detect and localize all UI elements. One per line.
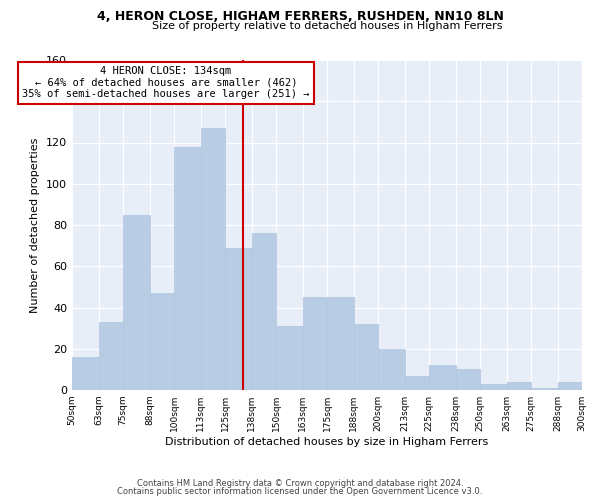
Text: Contains HM Land Registry data © Crown copyright and database right 2024.: Contains HM Land Registry data © Crown c… <box>137 478 463 488</box>
Bar <box>506 382 531 390</box>
Text: Contains public sector information licensed under the Open Government Licence v3: Contains public sector information licen… <box>118 487 482 496</box>
Bar <box>72 357 98 390</box>
Bar <box>149 293 174 390</box>
Bar <box>225 248 251 390</box>
Bar <box>378 349 404 390</box>
X-axis label: Distribution of detached houses by size in Higham Ferrers: Distribution of detached houses by size … <box>166 437 488 447</box>
Bar <box>302 297 327 390</box>
Bar <box>353 324 378 390</box>
Bar <box>174 146 200 390</box>
Bar <box>276 326 302 390</box>
Bar <box>200 128 225 390</box>
Bar <box>480 384 506 390</box>
Title: Size of property relative to detached houses in Higham Ferrers: Size of property relative to detached ho… <box>152 22 502 32</box>
Bar <box>98 322 123 390</box>
Bar <box>455 370 480 390</box>
Bar <box>123 214 149 390</box>
Text: 4, HERON CLOSE, HIGHAM FERRERS, RUSHDEN, NN10 8LN: 4, HERON CLOSE, HIGHAM FERRERS, RUSHDEN,… <box>97 10 503 23</box>
Bar <box>404 376 429 390</box>
Text: 4 HERON CLOSE: 134sqm
← 64% of detached houses are smaller (462)
35% of semi-det: 4 HERON CLOSE: 134sqm ← 64% of detached … <box>22 66 310 100</box>
Bar <box>327 297 353 390</box>
Bar <box>531 388 557 390</box>
Bar <box>557 382 582 390</box>
Bar <box>429 365 455 390</box>
Bar <box>251 233 276 390</box>
Y-axis label: Number of detached properties: Number of detached properties <box>31 138 40 312</box>
